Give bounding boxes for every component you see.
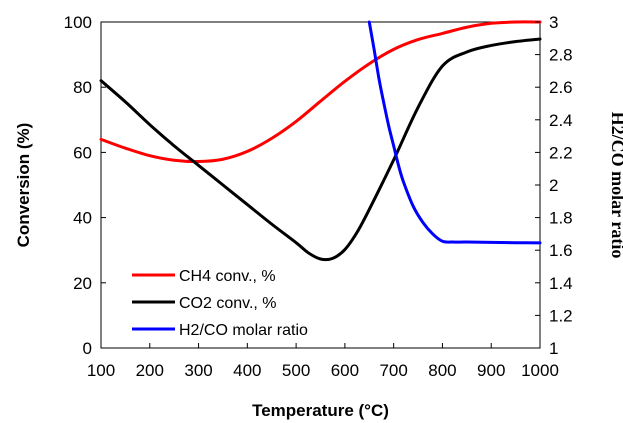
y2-tick-label: 2.2 [549,143,573,162]
x-tick-label: 900 [477,361,505,380]
legend: CH4 conv., % CO2 conv., % H2/CO molar ra… [132,268,308,339]
y2-axis-title: H2/CO molar ratio [608,112,623,259]
plot-area-frame [100,21,541,349]
x-tick-label: 200 [136,361,164,380]
x-tick-label: 800 [428,361,456,380]
y2-tick-label: 1.2 [549,306,573,325]
y2-tick-label: 2.4 [549,111,573,130]
legend-label-ch4: CH4 conv., % [179,268,276,285]
y2-tick-label: 2 [549,176,558,195]
y-tick-label: 20 [73,274,92,293]
y-tick-label: 80 [73,78,92,97]
ticks-layer: 100 200 300 400 500 600 700 800 900 1000 0 20 40 60 80… [64,13,573,380]
y-tick-label: 40 [73,209,92,228]
x-tick-label: 400 [233,361,261,380]
y2-tick-label: 1.4 [549,274,573,293]
x-tick-label: 700 [379,361,407,380]
y2-tick-label: 2.6 [549,78,573,97]
legend-label-h2co: H2/CO molar ratio [179,322,308,339]
y2-tick-label: 3 [549,13,558,32]
series-line-co2-conversion [99,37,542,262]
series-line-h2co-ratio [367,20,542,245]
y-tick-label: 60 [73,143,92,162]
legend-label-co2: CO2 conv., % [179,295,277,312]
x-tick-label: 1000 [521,361,559,380]
y-tick-label: 100 [64,13,92,32]
y-tick-label: 0 [83,339,92,358]
x-tick-label: 100 [87,361,115,380]
y2-tick-label: 1.8 [549,209,573,228]
y-axis-title: Conversion (%) [14,123,33,248]
x-tick-label: 300 [184,361,212,380]
x-tick-label: 500 [282,361,310,380]
y2-tick-label: 1 [549,339,558,358]
x-tick-label: 600 [331,361,359,380]
y2-tick-label: 1.6 [549,241,573,260]
x-axis-title: Temperature (°C) [252,401,389,420]
series-layer [99,20,542,262]
y2-tick-label: 2.8 [549,46,573,65]
series-line-ch4-conversion [99,20,542,164]
